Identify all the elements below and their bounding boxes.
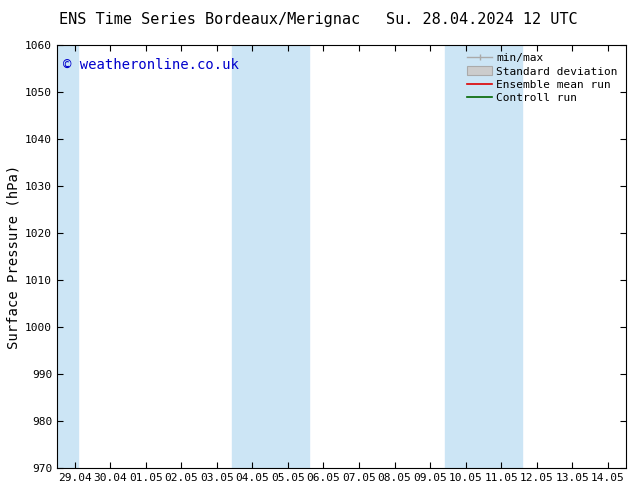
Text: ENS Time Series Bordeaux/Merignac: ENS Time Series Bordeaux/Merignac: [59, 12, 359, 27]
Bar: [232, 45, 309, 468]
Legend: min/max, Standard deviation, Ensemble mean run, Controll run: min/max, Standard deviation, Ensemble me…: [465, 51, 620, 105]
Text: Su. 28.04.2024 12 UTC: Su. 28.04.2024 12 UTC: [386, 12, 578, 27]
Bar: [57, 45, 77, 468]
Bar: [445, 45, 522, 468]
Y-axis label: Surface Pressure (hPa): Surface Pressure (hPa): [7, 165, 21, 349]
Text: © weatheronline.co.uk: © weatheronline.co.uk: [63, 58, 238, 72]
